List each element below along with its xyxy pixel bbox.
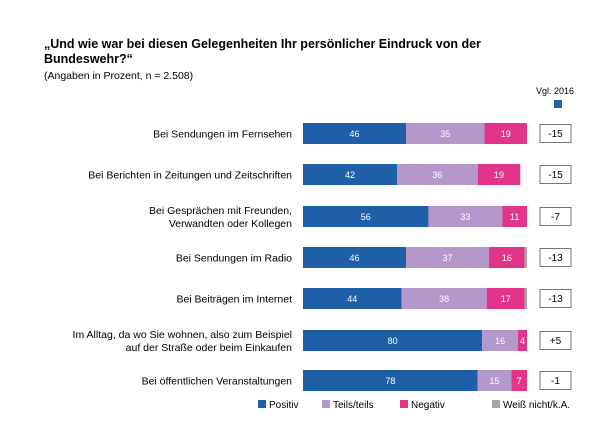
comparison-value: -13 bbox=[548, 253, 563, 264]
bar-segment-weiss bbox=[524, 288, 527, 309]
comparison-box bbox=[539, 248, 572, 267]
comparison-value: +5 bbox=[550, 336, 562, 347]
comparison-box bbox=[539, 371, 572, 390]
comparison-box bbox=[539, 165, 572, 184]
legend-swatch-positiv bbox=[258, 400, 266, 408]
bar-value-label: 80 bbox=[388, 336, 398, 346]
bar-segment-positiv bbox=[303, 288, 402, 309]
bar-segment-teils bbox=[406, 123, 485, 144]
bar-value-label: 37 bbox=[442, 253, 452, 263]
bar-value-label: 7 bbox=[517, 376, 522, 386]
category-label: Bei Sendungen im Radio bbox=[176, 253, 292, 265]
comparison-box bbox=[539, 289, 572, 308]
chart-subtitle: (Angaben in Prozent, n = 2.508) bbox=[44, 70, 194, 82]
bar-value-label: 78 bbox=[385, 376, 395, 386]
bar-segment-positiv bbox=[303, 123, 407, 144]
legend-swatch-weiss bbox=[492, 400, 500, 408]
legend-swatch-teils bbox=[322, 400, 330, 408]
bar-segment-teils bbox=[406, 247, 489, 268]
bar-segment-positiv bbox=[303, 206, 429, 227]
comparison-header: Vgl. 2016 bbox=[536, 86, 575, 96]
bar-value-label: 35 bbox=[440, 129, 450, 139]
bar-segment-negativ bbox=[488, 247, 525, 268]
bar-segment-negativ bbox=[511, 370, 527, 391]
bar-value-label: 38 bbox=[439, 294, 449, 304]
comparison-header-swatch bbox=[554, 100, 562, 108]
comparison-value: -15 bbox=[548, 129, 563, 140]
category-label: Bei Sendungen im Fernsehen bbox=[153, 129, 292, 141]
bar-value-label: 16 bbox=[502, 253, 512, 263]
legend-label: Negativ bbox=[411, 400, 445, 411]
comparison-value: -15 bbox=[548, 170, 563, 181]
bar-segment-negativ bbox=[502, 206, 527, 227]
chart-title: „Und wie war bei diesen Gelegenheiten Ih… bbox=[44, 37, 481, 66]
bar-segment-positiv bbox=[303, 370, 478, 391]
bar-value-label: 15 bbox=[490, 376, 500, 386]
legend-label: Teils/teils bbox=[333, 400, 374, 411]
bar-value-label: 4 bbox=[520, 336, 525, 346]
bar-segment-teils bbox=[401, 288, 487, 309]
bar-value-label: 19 bbox=[494, 170, 504, 180]
bar-segment-teils bbox=[477, 370, 512, 391]
comparison-value: -7 bbox=[551, 212, 560, 223]
comparison-box bbox=[539, 207, 572, 226]
bar-segment-teils bbox=[428, 206, 503, 227]
bar-value-label: 11 bbox=[510, 212, 519, 222]
comparison-value: -1 bbox=[551, 376, 560, 387]
bar-segment-negativ bbox=[477, 164, 521, 185]
bar-value-label: 16 bbox=[495, 336, 505, 346]
bar-segment-positiv bbox=[303, 330, 483, 351]
category-label: Bei Beiträgen im Internet bbox=[176, 294, 292, 306]
category-label: Bei Gesprächen mit Freunden, Verwandten o… bbox=[149, 205, 292, 230]
bar-value-label: 17 bbox=[501, 294, 511, 304]
category-label: Bei Berichten in Zeitungen und Zeitschri… bbox=[88, 170, 292, 182]
comparison-box bbox=[539, 331, 572, 350]
bar-segment-positiv bbox=[303, 247, 407, 268]
bar-segment-teils bbox=[397, 164, 478, 185]
comparison-value: -13 bbox=[548, 294, 563, 305]
bar-value-label: 56 bbox=[361, 212, 371, 222]
bar-segment-teils bbox=[482, 330, 519, 351]
category-label: Bei öffentlichen Veranstaltungen bbox=[142, 376, 293, 388]
category-label: Im Alltag, da wo Sie wohnen, also zum Be… bbox=[73, 329, 293, 354]
bar-value-label: 44 bbox=[347, 294, 357, 304]
bar-value-label: 46 bbox=[350, 253, 360, 263]
bar-segment-negativ bbox=[518, 330, 527, 351]
bar-value-label: 33 bbox=[460, 212, 470, 222]
bar-value-label: 19 bbox=[501, 129, 511, 139]
bar-value-label: 36 bbox=[432, 170, 442, 180]
bar-segment-negativ bbox=[484, 123, 527, 144]
bar-segment-negativ bbox=[486, 288, 525, 309]
bar-segment-positiv bbox=[303, 164, 398, 185]
bar-value-label: 42 bbox=[345, 170, 355, 180]
legend-swatch-negativ bbox=[400, 400, 408, 408]
comparison-box bbox=[539, 124, 572, 143]
legend-label: Positiv bbox=[269, 400, 298, 411]
bar-segment-weiss bbox=[524, 247, 527, 268]
bar-value-label: 46 bbox=[350, 129, 360, 139]
legend-label: Weiß nicht/k.A. bbox=[503, 400, 570, 411]
